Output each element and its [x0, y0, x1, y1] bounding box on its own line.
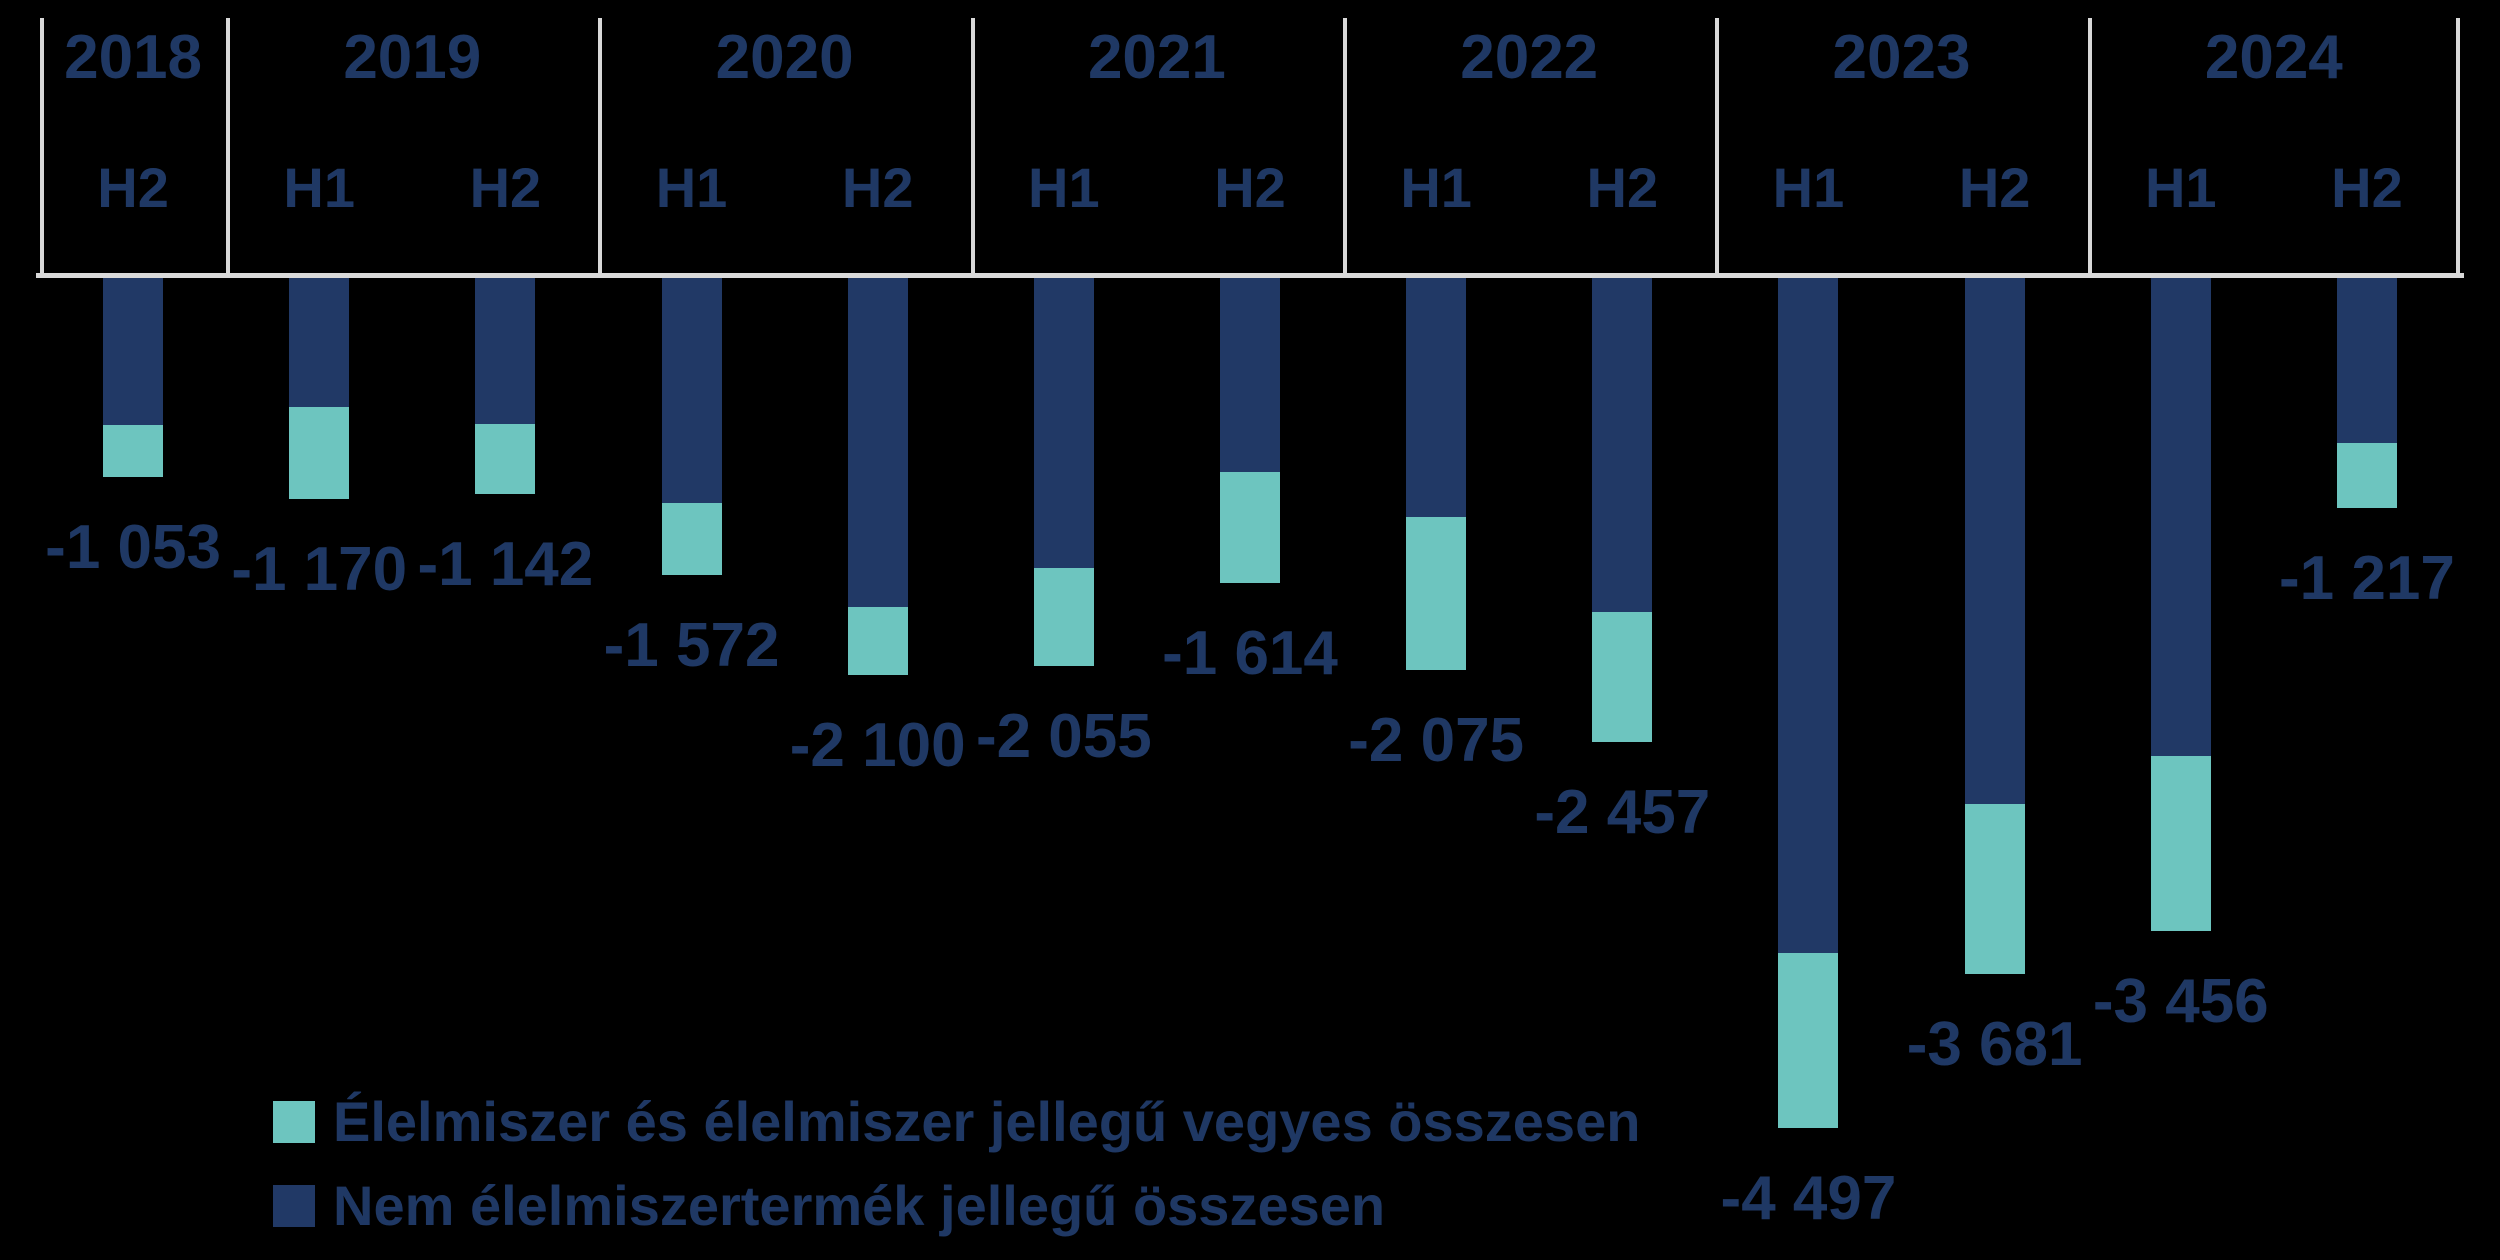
data-label-2022-H1: -2 075	[1348, 706, 1525, 776]
bar-2023-H2-food	[1964, 803, 2025, 974]
half-label-2019-H2: H2	[469, 156, 542, 219]
bar-2020-H2-nonfood	[847, 278, 908, 608]
data-label-2019-H2: -1 142	[417, 529, 594, 599]
half-label-2019-H1: H1	[283, 156, 356, 219]
legend-item-nonfood: Nem élelmiszertermék jellegű összesen	[273, 1176, 1640, 1236]
bar-2020-H1-nonfood	[661, 278, 722, 503]
legend-label-nonfood: Nem élelmiszertermék jellegű összesen	[333, 1174, 1386, 1237]
legend: Élelmiszer és élelmiszer jellegű vegyes …	[273, 1092, 1640, 1260]
half-label-2018-H2: H2	[97, 156, 169, 219]
bar-2023-H2-nonfood	[1964, 278, 2025, 804]
bar-2021-H1-food	[1033, 567, 1094, 667]
x-axis-line	[36, 273, 2464, 278]
year-separator-line	[226, 18, 231, 273]
year-separator-line	[598, 18, 603, 273]
year-label-2023: 2023	[1832, 23, 1971, 92]
bar-2022-H1-food	[1406, 517, 1467, 671]
bar-2019-H1-nonfood	[289, 278, 350, 408]
year-separator-line	[1715, 18, 1720, 273]
legend-swatch-food	[273, 1101, 315, 1143]
bar-2019-H1-food	[289, 407, 350, 500]
year-separator-line	[2087, 18, 2092, 273]
bar-2020-H1-food	[661, 502, 722, 576]
legend-swatch-nonfood	[273, 1185, 315, 1227]
year-label-2019: 2019	[343, 23, 482, 92]
year-label-2020: 2020	[715, 23, 854, 92]
bar-2023-H1-nonfood	[1778, 278, 1839, 954]
bar-2021-H1-nonfood	[1033, 278, 1094, 568]
bar-2024-H1-nonfood	[2150, 278, 2211, 757]
bar-2023-H1-food	[1778, 953, 1839, 1128]
bar-2024-H2-food	[2336, 443, 2397, 508]
year-separator-line	[1343, 18, 1348, 273]
year-separator-line	[40, 18, 44, 273]
legend-item-food: Élelmiszer és élelmiszer jellegű vegyes …	[273, 1092, 1640, 1152]
bar-2019-H2-nonfood	[475, 278, 536, 424]
year-separator-line	[2456, 18, 2460, 273]
data-label-2024-H1: -3 456	[2092, 967, 2269, 1037]
data-label-2020-H2: -2 100	[789, 710, 966, 780]
bar-2022-H2-food	[1592, 611, 1653, 743]
data-label-2023-H2: -3 681	[1906, 1009, 2083, 1079]
bar-2021-H2-food	[1220, 471, 1280, 584]
data-label-2021-H2: -1 614	[1162, 619, 1338, 689]
half-label-2021-H1: H1	[1028, 156, 1100, 219]
half-label-2020-H2: H2	[841, 156, 914, 219]
bar-2021-H2-nonfood	[1220, 278, 1280, 472]
bar-2024-H2-nonfood	[2336, 278, 2397, 444]
bar-2018-H2-food	[103, 425, 164, 477]
data-label-2023-H1: -4 497	[1720, 1163, 1897, 1233]
data-label-2019-H1: -1 170	[231, 535, 408, 605]
half-label-2023-H1: H1	[1772, 156, 1845, 219]
bar-2022-H2-nonfood	[1592, 278, 1653, 612]
year-separator-line	[970, 18, 975, 273]
year-label-2022: 2022	[1460, 23, 1599, 92]
bar-2018-H2-nonfood	[103, 278, 164, 426]
data-label-2018-H2: -1 053	[45, 513, 221, 583]
data-label-2022-H2: -2 457	[1534, 778, 1711, 848]
bar-2020-H2-food	[847, 607, 908, 675]
data-label-2024-H2: -1 217	[2279, 544, 2455, 613]
half-label-2024-H1: H1	[2144, 156, 2217, 219]
year-label-2018: 2018	[64, 23, 203, 92]
year-label-2024: 2024	[2204, 23, 2343, 92]
half-label-2022-H1: H1	[1400, 156, 1472, 219]
legend-label-food: Élelmiszer és élelmiszer jellegű vegyes …	[333, 1090, 1641, 1153]
half-label-2022-H2: H2	[1586, 156, 1659, 219]
bar-2024-H1-food	[2150, 756, 2211, 932]
bar-2019-H2-food	[475, 423, 536, 494]
bar-2022-H1-nonfood	[1406, 278, 1467, 518]
half-label-2020-H1: H1	[655, 156, 728, 219]
half-label-2024-H2: H2	[2331, 156, 2403, 219]
half-label-2021-H2: H2	[1214, 156, 1286, 219]
year-label-2021: 2021	[1087, 23, 1226, 92]
data-label-2020-H1: -1 572	[603, 611, 780, 681]
half-label-2023-H2: H2	[1958, 156, 2031, 219]
data-label-2021-H1: -2 055	[975, 702, 1152, 772]
